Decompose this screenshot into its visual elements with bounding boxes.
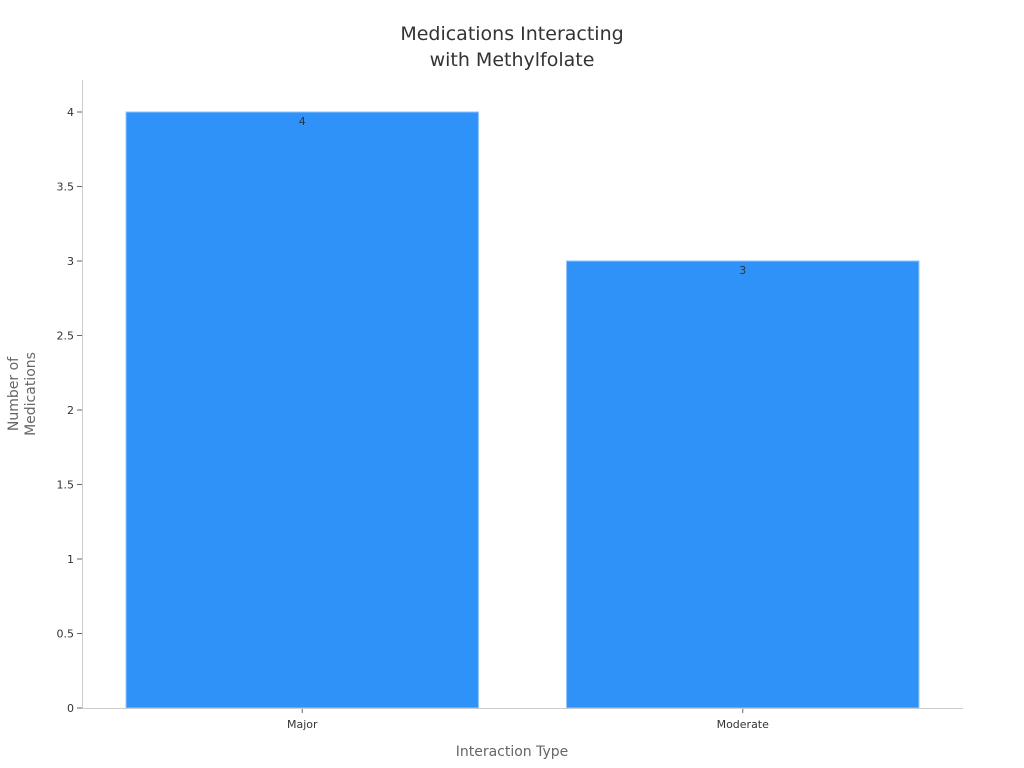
x-tick-label: Moderate — [717, 718, 770, 731]
y-tick-label: 2.5 — [57, 330, 75, 343]
y-tick-label: 0 — [67, 702, 74, 715]
y-tick-label: 3 — [67, 255, 74, 268]
x-axis-label: Interaction Type — [456, 744, 569, 760]
y-axis-label: Number of Medications — [6, 352, 39, 436]
bar-major — [125, 111, 479, 709]
chart-title-line-1: Medications Interacting — [400, 23, 623, 45]
y-axis-label-line-2: Medications — [23, 352, 39, 436]
y-tick-label: 4 — [67, 106, 74, 119]
y-tick-label: 0.5 — [57, 628, 75, 641]
x-tick-label: Major — [287, 718, 318, 731]
y-tick-label: 3.5 — [57, 181, 75, 194]
bar-moderate — [566, 260, 920, 709]
y-tick-label: 1.5 — [57, 479, 75, 492]
data-label: 4 — [299, 115, 306, 128]
y-tick-label: 2 — [67, 404, 74, 417]
chart-title-line-2: with Methylfolate — [430, 49, 595, 71]
y-tick-label: 1 — [67, 553, 74, 566]
data-label: 3 — [739, 264, 746, 277]
y-axis-label-line-1: Number of — [6, 356, 22, 431]
